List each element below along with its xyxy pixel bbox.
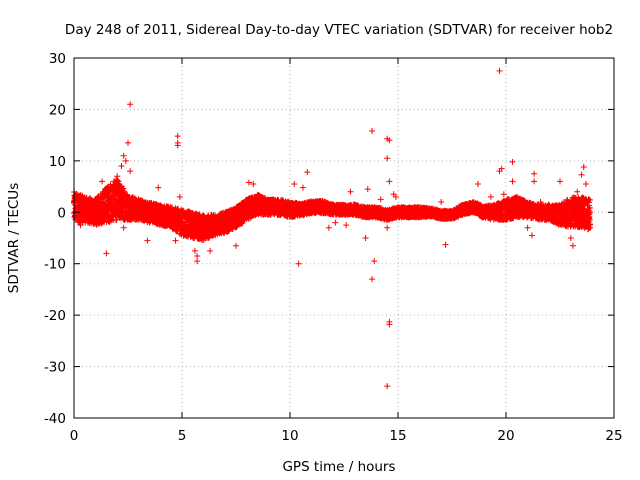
chart-title: Day 248 of 2011, Sidereal Day-to-day VTE… — [65, 22, 613, 38]
grid-lines — [74, 58, 614, 418]
data-points — [71, 67, 594, 390]
